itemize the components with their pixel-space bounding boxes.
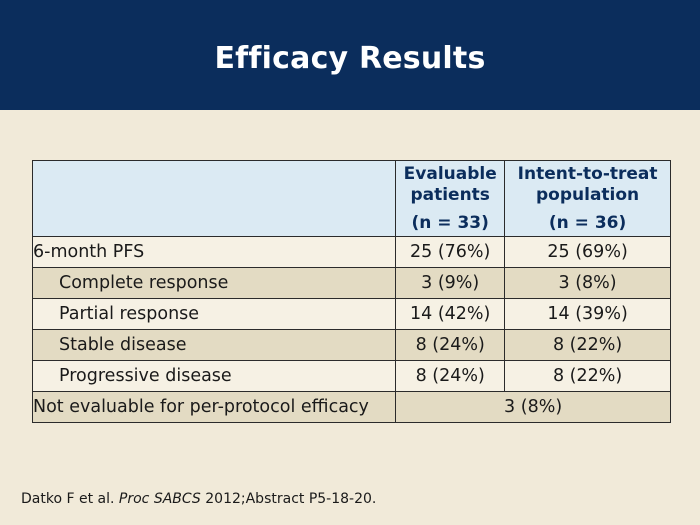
row-label: 6-month PFS xyxy=(31,236,397,268)
header-evaluable-line1: Evaluable xyxy=(403,163,497,184)
evaluable-value: 8 (24%) xyxy=(395,360,506,392)
table-row: Progressive disease 8 (24%) 8 (22%) xyxy=(31,360,671,392)
itt-value: 25 (69%) xyxy=(504,236,671,268)
itt-value: 8 (22%) xyxy=(504,329,671,361)
table-row-not-evaluable: Not evaluable for per-protocol efficacy … xyxy=(31,391,671,423)
efficacy-results-table: Evaluable patients (n = 33) Intent-to-tr… xyxy=(31,160,671,423)
header-evaluable-n: (n = 33) xyxy=(411,212,489,233)
evaluable-value: 8 (24%) xyxy=(395,329,506,361)
itt-value: 14 (39%) xyxy=(504,298,671,330)
citation: Datko F et al. Proc SABCS 2012;Abstract … xyxy=(21,491,376,507)
header-cell-itt: Intent-to-treat population (n = 36) xyxy=(504,160,671,237)
table-row: Complete response 3 (9%) 3 (8%) xyxy=(31,267,671,299)
header-itt-n: (n = 36) xyxy=(548,212,627,233)
slide-title: Efficacy Results xyxy=(214,40,486,76)
evaluable-value: 25 (76%) xyxy=(395,236,506,268)
evaluable-value: 3 (9%) xyxy=(395,267,506,299)
header-cell-evaluable: Evaluable patients (n = 33) xyxy=(395,160,506,237)
evaluable-value: 14 (42%) xyxy=(395,298,506,330)
row-label: Partial response xyxy=(31,298,397,330)
row-label: Progressive disease xyxy=(31,360,397,392)
table-row: Partial response 14 (42%) 14 (39%) xyxy=(31,298,671,330)
citation-journal: Proc SABCS xyxy=(118,491,201,507)
row-label: Stable disease xyxy=(31,329,397,361)
row-label: Complete response xyxy=(31,267,397,299)
row-label: Not evaluable for per-protocol efficacy xyxy=(31,391,397,423)
citation-details: 2012;Abstract P5-18-20. xyxy=(200,491,377,507)
itt-value: 3 (8%) xyxy=(504,267,671,299)
table-row: Stable disease 8 (24%) 8 (22%) xyxy=(31,329,671,361)
header-cell-blank xyxy=(31,160,397,237)
not-evaluable-value: 3 (8%) xyxy=(395,391,671,423)
title-banner: Efficacy Results xyxy=(0,0,700,110)
table-header-row: Evaluable patients (n = 33) Intent-to-tr… xyxy=(31,160,671,237)
header-evaluable-line2: patients xyxy=(410,184,490,205)
header-itt-line2: population xyxy=(536,184,640,205)
itt-value: 8 (22%) xyxy=(504,360,671,392)
citation-authors: Datko F et al. xyxy=(21,491,119,507)
table-row: 6-month PFS 25 (76%) 25 (69%) xyxy=(31,236,671,268)
header-itt-line1: Intent-to-treat xyxy=(517,163,658,184)
